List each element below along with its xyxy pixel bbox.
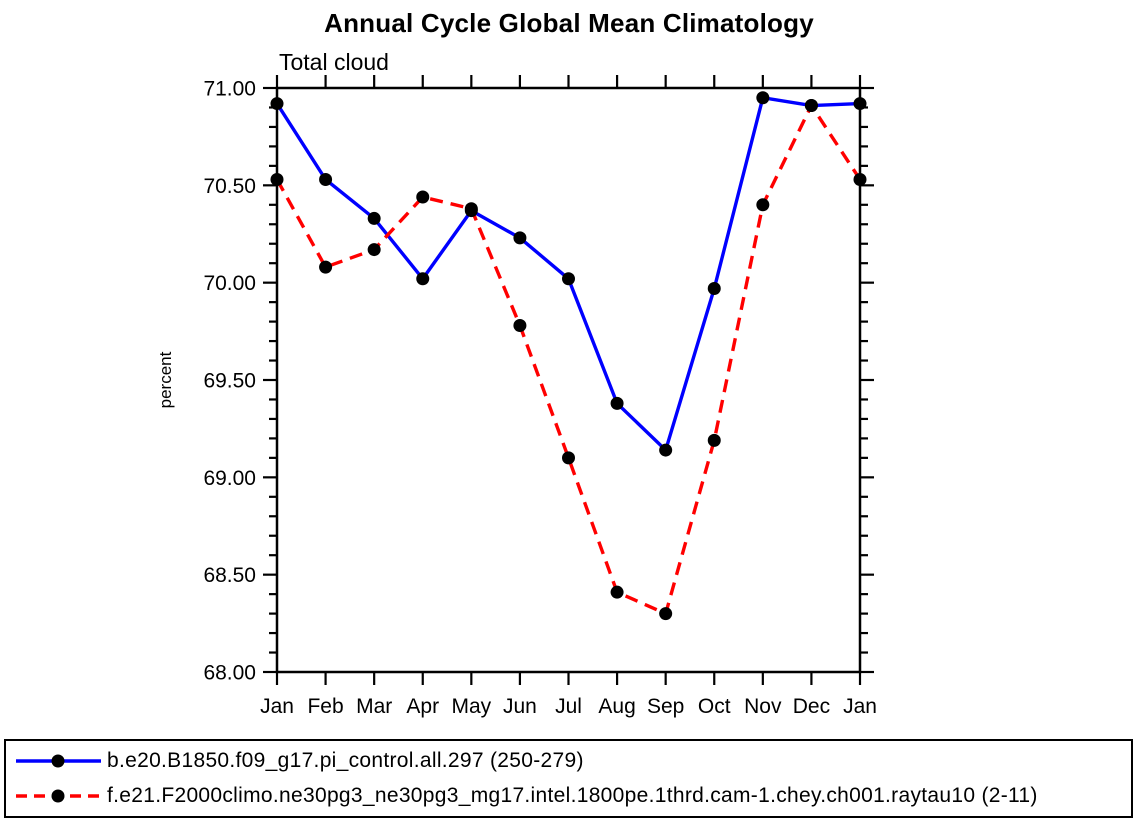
y-axis-labels: 68.00 68.50 69.00 69.50 70.00 70.50 71.00 bbox=[203, 78, 256, 685]
chart-subtitle: Total cloud bbox=[279, 49, 389, 75]
data-point-markers bbox=[270, 91, 867, 621]
data-point-marker bbox=[853, 172, 867, 186]
x-tick-label: Jan bbox=[843, 695, 877, 718]
legend-item-series2: f.e21.F2000climo.ne30pg3_ne30pg3_mg17.in… bbox=[14, 780, 1131, 812]
data-point-marker bbox=[270, 97, 284, 111]
data-point-marker bbox=[319, 172, 333, 186]
x-tick-label: Dec bbox=[793, 695, 830, 718]
data-point-marker bbox=[659, 443, 673, 457]
y-tick-label: 70.00 bbox=[203, 272, 256, 295]
legend-marker-icon bbox=[51, 754, 65, 768]
data-point-marker bbox=[367, 243, 381, 257]
plot-frame bbox=[275, 86, 862, 674]
chart-title: Annual Cycle Global Mean Climatology bbox=[324, 8, 814, 38]
series-line-2 bbox=[275, 102, 862, 616]
data-point-marker bbox=[659, 607, 673, 621]
y-axis-ticks bbox=[263, 86, 874, 674]
y-tick-label: 71.00 bbox=[203, 78, 256, 101]
x-axis-ticks bbox=[275, 75, 862, 685]
x-tick-label: Jan bbox=[260, 695, 294, 718]
x-tick-label: Oct bbox=[698, 695, 731, 718]
x-tick-label: Apr bbox=[406, 695, 439, 718]
y-tick-label: 68.50 bbox=[203, 564, 256, 587]
data-point-marker bbox=[464, 202, 478, 216]
data-point-marker bbox=[367, 211, 381, 225]
y-tick-label: 69.00 bbox=[203, 467, 256, 490]
y-tick-label: 69.50 bbox=[203, 370, 256, 393]
data-point-marker bbox=[756, 198, 770, 212]
x-tick-label: May bbox=[451, 695, 491, 718]
y-tick-label: 68.00 bbox=[203, 662, 256, 685]
x-tick-label: Mar bbox=[356, 695, 392, 718]
data-point-marker bbox=[756, 91, 770, 105]
x-tick-label: Nov bbox=[744, 695, 782, 718]
data-point-marker bbox=[513, 318, 527, 332]
x-tick-label: Jul bbox=[555, 695, 582, 718]
y-tick-label: 70.50 bbox=[203, 175, 256, 198]
legend-label-series1: b.e20.B1850.f09_g17.pi_control.all.297 (… bbox=[107, 749, 584, 772]
data-point-marker bbox=[610, 585, 624, 599]
data-point-marker bbox=[416, 190, 430, 204]
data-point-marker bbox=[270, 172, 284, 186]
data-point-marker bbox=[707, 282, 721, 296]
data-point-marker bbox=[319, 260, 333, 274]
legend-item-series1: b.e20.B1850.f09_g17.pi_control.all.297 (… bbox=[14, 745, 1131, 777]
data-point-marker bbox=[416, 272, 430, 286]
x-tick-label: Feb bbox=[307, 695, 343, 718]
legend-marker-icon bbox=[51, 789, 65, 803]
legend-box: b.e20.B1850.f09_g17.pi_control.all.297 (… bbox=[4, 739, 1133, 818]
data-point-marker bbox=[562, 451, 575, 465]
data-point-marker bbox=[562, 272, 575, 286]
data-point-marker bbox=[610, 396, 624, 410]
x-tick-label: Sep bbox=[647, 695, 684, 718]
x-tick-label: Jun bbox=[503, 695, 537, 718]
data-point-marker bbox=[804, 99, 818, 113]
data-point-marker bbox=[513, 231, 527, 245]
plot-area: Jan Feb Mar Apr May Jun Jul Aug Sep Oct Nov Dec Jan6… bbox=[203, 75, 877, 718]
x-axis-labels: Jan Feb Mar Apr May Jun Jul Aug Sep Oct Nov Dec Jan bbox=[260, 695, 877, 718]
data-point-marker bbox=[707, 433, 721, 447]
legend-line-sample-blue bbox=[16, 754, 101, 768]
x-tick-label: Aug bbox=[598, 695, 635, 718]
legend-line-sample-red bbox=[16, 789, 101, 803]
legend-label-series2: f.e21.F2000climo.ne30pg3_ne30pg3_mg17.in… bbox=[107, 784, 1038, 807]
data-point-marker bbox=[853, 97, 867, 111]
